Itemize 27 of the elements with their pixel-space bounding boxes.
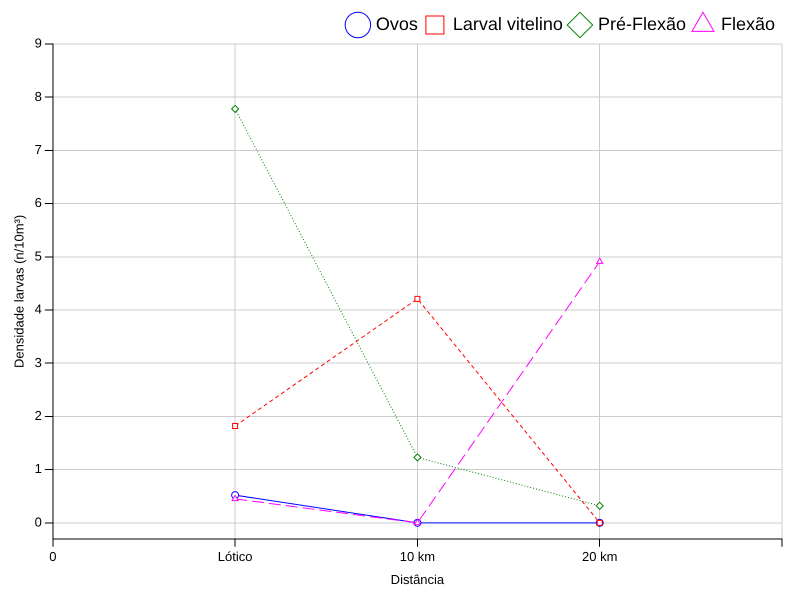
y-tick-label: 3 bbox=[34, 354, 42, 370]
y-tick-label: 6 bbox=[34, 195, 42, 210]
point bbox=[414, 296, 420, 302]
x-axis-title: Distância bbox=[390, 572, 445, 587]
y-tick-label: 1 bbox=[34, 461, 42, 476]
x-tick-label: 0 bbox=[49, 549, 56, 564]
point bbox=[413, 453, 422, 462]
point bbox=[596, 502, 604, 510]
point bbox=[232, 494, 239, 502]
x-tick-label: 10 km bbox=[400, 549, 436, 564]
y-tick-label: 5 bbox=[34, 248, 42, 264]
legend-label: Pré-Flexão bbox=[598, 14, 686, 34]
y-tick-label: 9 bbox=[34, 36, 42, 51]
x-tick-label: Lótico bbox=[218, 549, 252, 564]
legend-label: Flexão bbox=[720, 14, 776, 34]
y-axis-title: Densidade larvas (n/10m³) bbox=[11, 214, 26, 368]
point bbox=[231, 104, 240, 113]
y-tick-label: 8 bbox=[34, 88, 42, 104]
y-tick-label: 7 bbox=[34, 142, 42, 157]
legend-label: Larval vitelino bbox=[452, 14, 563, 34]
legend-label: Ovos bbox=[376, 14, 418, 34]
point bbox=[596, 258, 604, 264]
y-tick-label: 2 bbox=[34, 408, 42, 424]
x-tick-label: 20 km bbox=[582, 549, 618, 564]
y-tick-label: 0 bbox=[34, 514, 42, 530]
point bbox=[232, 423, 238, 429]
y-tick-label: 4 bbox=[34, 302, 42, 317]
